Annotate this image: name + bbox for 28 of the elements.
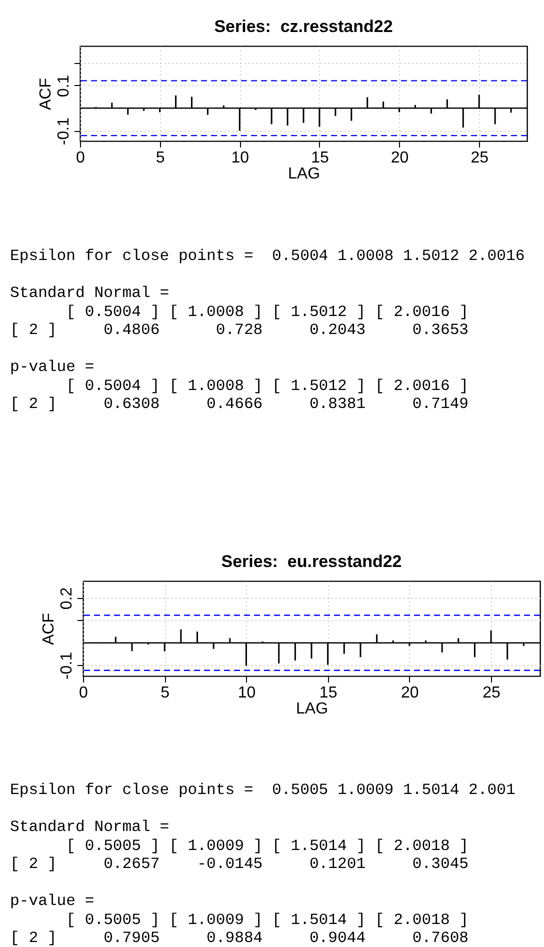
x-tick-label: 15 xyxy=(311,150,329,166)
text: Epsilon for close points = 0.5005 1.0009 1.5014 2.001 xyxy=(10,781,516,799)
x-tick-label: 5 xyxy=(156,150,165,166)
text: Standard Normal = [ 0.5004 ] [ 1.0008 ] [ 1.5012 ] [ 2.0016 ] [ 2 ] 0.4806 0.728 0.2043 0.3653 xyxy=(10,284,469,339)
chart-title: Series: cz.resstand22 xyxy=(214,17,393,36)
x-tick-label: 5 xyxy=(160,684,170,702)
x-tick-label: 25 xyxy=(482,684,501,702)
text: p-value = [ 0.5005 ] [ 1.0009 ] [ 1.5014 ] [ 2.0018 ] [ 2 ] 0.7905 0.9884 0.9044 0.7608 xyxy=(10,892,469,947)
y-tick-label: -0.1 xyxy=(58,652,76,680)
text: Epsilon for close points = 0.5004 1.0008 1.5012 2.0016 xyxy=(10,247,525,265)
x-tick-label: 10 xyxy=(238,684,256,702)
x-tick-label: 25 xyxy=(470,150,489,166)
y-axis-title: ACF xyxy=(40,612,58,645)
x-tick-label: 0 xyxy=(76,150,86,166)
x-axis-title: LAG xyxy=(296,700,328,718)
x-tick-label: 0 xyxy=(79,684,88,702)
y-tick-label: 0.2 xyxy=(58,587,76,610)
x-tick-label: 20 xyxy=(390,150,409,166)
x-axis-title: LAG xyxy=(288,166,320,182)
y-tick-label: 0.1 xyxy=(56,74,72,98)
x-tick-label: 10 xyxy=(231,150,250,166)
y-tick-label: -0.1 xyxy=(56,117,72,146)
x-tick-label: 20 xyxy=(401,684,419,702)
text: Standard Normal = [ 0.5005 ] [ 1.0009 ] [ 1.5014 ] [ 2.0018 ] [ 2 ] 0.2657 -0.0145 0.1201 0.3045 xyxy=(10,818,469,873)
text: p-value = [ 0.5004 ] [ 1.0008 ] [ 1.5012 ] [ 2.0016 ] [ 2 ] 0.6308 0.4666 0.8381 0.7149 xyxy=(10,358,469,413)
y-axis-title: ACF xyxy=(38,78,54,110)
x-tick-label: 15 xyxy=(319,684,338,702)
chart-title: Series: eu.resstand22 xyxy=(221,552,402,571)
